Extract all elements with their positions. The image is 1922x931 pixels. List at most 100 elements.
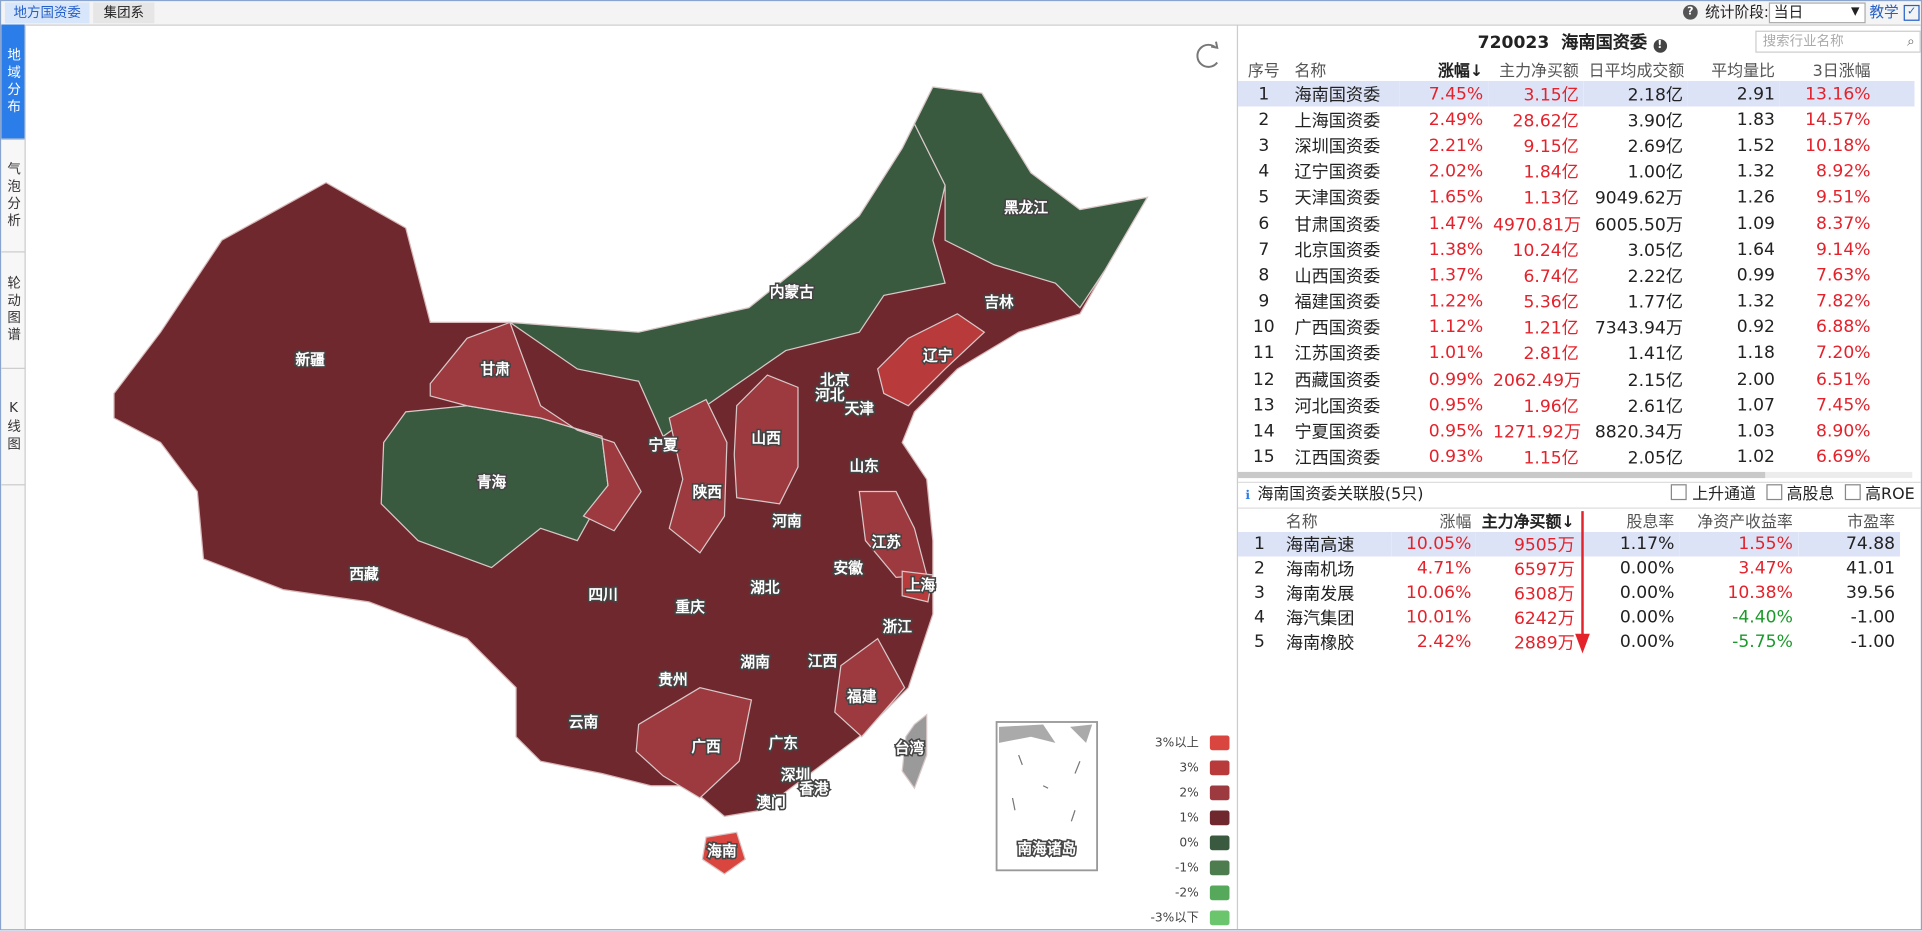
table-row[interactable]: 10 广西国资委 1.12% 1.21亿 7343.94万 0.92 6.88% bbox=[1238, 315, 1915, 341]
tab[interactable]: 集团系 bbox=[93, 2, 155, 24]
tab[interactable]: 地方国资委 bbox=[4, 2, 90, 24]
table-cell: 10 bbox=[1252, 317, 1275, 338]
table-row[interactable]: 15 江西国资委 0.93% 1.15亿 2.05亿 1.02 6.69% bbox=[1238, 445, 1915, 471]
cell-pad bbox=[1875, 58, 1914, 81]
table-cell: 1 bbox=[1254, 534, 1265, 555]
table-cell: 2.42% bbox=[1416, 632, 1472, 653]
table-cell: 6597万 bbox=[1513, 560, 1575, 580]
table-cell: 4 bbox=[1254, 607, 1265, 628]
header-row: 序号 名称 涨幅↓ 主力净买额 日平均成交额 平均量比 3日涨幅 bbox=[1238, 58, 1915, 81]
table-cell: 江苏国资委 bbox=[1294, 345, 1381, 365]
refresh-icon[interactable] bbox=[1196, 41, 1219, 68]
table-cell: 2.18亿 bbox=[1627, 85, 1684, 105]
filter-label: 高股息 bbox=[1786, 485, 1835, 504]
table-row[interactable]: 8 山西国资委 1.37% 6.74亿 2.22亿 0.99 7.63% bbox=[1238, 263, 1915, 289]
legend-swatch bbox=[1209, 735, 1230, 751]
table-row[interactable]: 2 上海国资委 2.49% 28.62亿 3.90亿 1.83 14.57% bbox=[1238, 107, 1915, 133]
table-row[interactable]: 2 海南机场 4.71% 6597万 0.00% 3.47% 41.01 bbox=[1238, 557, 1900, 582]
table-cell: 2.15亿 bbox=[1627, 370, 1684, 391]
table-cell: 9 bbox=[1258, 291, 1270, 312]
table-row[interactable]: 5 海南橡胶 2.42% 2889万 0.00% -5.75% -1.00 bbox=[1238, 630, 1900, 655]
province-label: 贵州 bbox=[658, 670, 687, 688]
province-label: 浙江 bbox=[883, 618, 913, 636]
table-cell: 41.01 bbox=[1845, 558, 1896, 579]
table-row[interactable]: 6 甘肃国资委 1.47% 4970.81万 6005.50万 1.09 8.37% bbox=[1238, 211, 1915, 237]
province-label: 湖北 bbox=[750, 579, 780, 596]
filter-checkbox[interactable]: 高股息 bbox=[1765, 484, 1835, 504]
help-icon[interactable]: ? bbox=[1683, 4, 1698, 20]
legend-swatch bbox=[1209, 885, 1230, 901]
table-row[interactable]: 1 海南高速 10.05% 9505万 1.17% 1.55% 74.88 bbox=[1238, 531, 1900, 557]
province-label: 西藏 bbox=[349, 565, 379, 583]
table-cell: 1.18 bbox=[1736, 343, 1775, 364]
table-row[interactable]: 9 福建国资委 1.22% 5.36亿 1.77亿 1.32 7.82% bbox=[1238, 289, 1915, 315]
table-row[interactable]: 13 河北国资委 0.95% 1.96亿 2.61亿 1.07 7.45% bbox=[1238, 393, 1915, 419]
scrollbar[interactable] bbox=[1238, 471, 1913, 479]
table-cell: 山西国资委 bbox=[1294, 267, 1381, 287]
table-cell: 1.96亿 bbox=[1523, 396, 1579, 417]
table-row[interactable]: 14 宁夏国资委 0.95% 1271.92万 8820.34万 1.03 8.90% bbox=[1238, 419, 1915, 445]
cell-pad bbox=[1875, 133, 1914, 159]
province bbox=[876, 313, 986, 407]
table-cell: 北京国资委 bbox=[1294, 241, 1381, 261]
table-row[interactable]: 7 北京国资委 1.38% 10.24亿 3.05亿 1.64 9.14% bbox=[1238, 237, 1915, 263]
table-cell: 8.92% bbox=[1816, 161, 1871, 182]
table-cell: 6.51% bbox=[1816, 369, 1871, 390]
info-icon[interactable]: ! bbox=[1653, 39, 1667, 53]
legend-label: 3% bbox=[1179, 760, 1198, 774]
legend-swatch bbox=[1209, 810, 1230, 826]
province-label: 重庆 bbox=[675, 598, 705, 616]
search-box[interactable]: 搜索行业名称 ⌕ bbox=[1755, 30, 1921, 53]
legend-label: 3%以上 bbox=[1155, 735, 1199, 749]
filter-label: 高ROE bbox=[1865, 485, 1915, 504]
table-row[interactable]: 1 海南国资委 7.45% 3.15亿 2.18亿 2.91 13.16% bbox=[1238, 80, 1915, 107]
table-cell: 0.92 bbox=[1736, 317, 1775, 338]
province-label: 山西 bbox=[751, 430, 781, 447]
legend-swatch bbox=[1209, 835, 1230, 851]
table-cell: 6.69% bbox=[1816, 447, 1871, 468]
table-row[interactable]: 5 天津国资委 1.65% 1.13亿 9049.62万 1.26 9.51% bbox=[1238, 185, 1915, 211]
table-row[interactable]: 4 海汽集团 10.01% 6242万 0.00% -4.40% -1.00 bbox=[1238, 606, 1900, 631]
table-cell: 1.38% bbox=[1428, 239, 1484, 260]
table-cell: 12 bbox=[1252, 369, 1275, 390]
province-label: 湖南 bbox=[740, 653, 770, 671]
table-cell: -4.40% bbox=[1732, 607, 1793, 628]
related-title: 海南国资委关联股(5只) bbox=[1257, 485, 1424, 504]
province-label: 陕西 bbox=[693, 483, 723, 501]
table-cell: 福建国资委 bbox=[1294, 293, 1381, 313]
table-cell: 4 bbox=[1258, 161, 1270, 182]
table-row[interactable]: 3 深圳国资委 2.21% 9.15亿 2.69亿 1.52 10.18% bbox=[1238, 133, 1915, 159]
province bbox=[635, 687, 753, 799]
cell-pad bbox=[1875, 185, 1914, 211]
table-cell: 14 bbox=[1252, 421, 1275, 442]
cell-pad bbox=[1875, 81, 1914, 107]
table-cell: 2.69亿 bbox=[1627, 137, 1684, 157]
table-cell: 15 bbox=[1252, 447, 1275, 468]
table-cell: 2 bbox=[1258, 110, 1270, 130]
table-cell: 0.00% bbox=[1619, 558, 1675, 579]
province bbox=[701, 831, 747, 875]
table-row[interactable]: 11 江苏国资委 1.01% 2.81亿 1.41亿 1.18 7.20% bbox=[1238, 341, 1915, 367]
stat-select[interactable]: 当日 ▼ bbox=[1768, 2, 1866, 24]
table-row[interactable]: 12 西藏国资委 0.99% 2062.49万 2.15亿 2.00 6.51% bbox=[1238, 367, 1915, 393]
table-cell: 0.93% bbox=[1428, 447, 1484, 468]
side-tab[interactable]: K线图 bbox=[1, 369, 25, 486]
table-cell: 1.47% bbox=[1428, 213, 1484, 234]
province-label: 江西 bbox=[808, 652, 838, 670]
table-cell: 1.02 bbox=[1736, 447, 1775, 468]
side-tab[interactable]: 气泡分析 bbox=[1, 140, 25, 253]
teach-link[interactable]: 教学 bbox=[1869, 3, 1899, 21]
side-tab[interactable]: 轮动图谱 bbox=[1, 253, 25, 369]
table-row[interactable]: 3 海南发展 10.06% 6308万 0.00% 10.38% 39.56 bbox=[1238, 581, 1900, 606]
table-row[interactable]: 4 辽宁国资委 2.02% 1.84亿 1.00亿 1.32 8.92% bbox=[1238, 159, 1915, 185]
province-label: 澳门 bbox=[756, 793, 785, 811]
column-header: 净资产收益率 bbox=[1697, 513, 1793, 532]
table-cell: 1.15亿 bbox=[1523, 448, 1579, 469]
filter-checkbox[interactable]: 上升通道 bbox=[1671, 484, 1756, 504]
table-cell: 1.77亿 bbox=[1627, 293, 1684, 313]
table-cell: 10.38% bbox=[1727, 583, 1793, 604]
province-label: 广西 bbox=[691, 738, 721, 756]
side-tab[interactable]: 地域分布 bbox=[1, 24, 25, 140]
header-row: 名称 涨幅 主力净买额↓ 股息率 净资产收益率 市盈率 bbox=[1238, 509, 1900, 532]
filter-checkbox[interactable]: 高ROE bbox=[1844, 484, 1915, 504]
